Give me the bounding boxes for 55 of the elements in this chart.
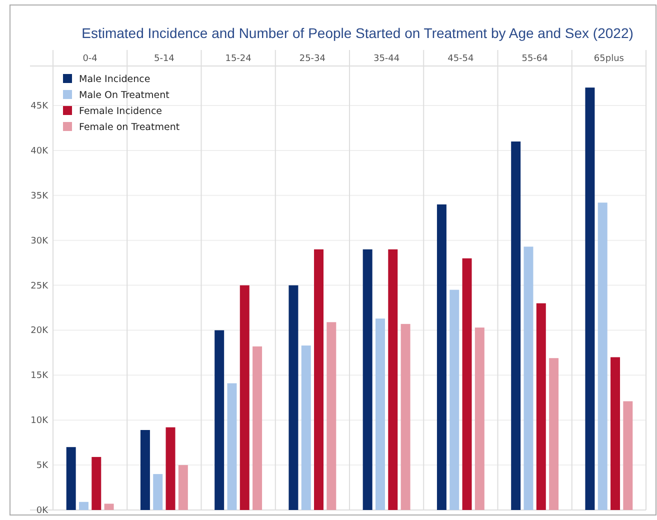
bar [511, 142, 521, 510]
bar [66, 447, 76, 510]
y-tick-label: 35K [30, 191, 50, 202]
x-tick-label: 65plus [594, 54, 624, 64]
y-tick-label: 30K [30, 236, 50, 246]
bar [314, 249, 324, 510]
y-tick-label: 25K [30, 281, 50, 292]
x-tick-label: 25-34 [299, 54, 326, 64]
bar [375, 318, 385, 510]
bar [227, 383, 237, 510]
bar [610, 357, 620, 510]
bar [524, 246, 534, 510]
bar [585, 88, 595, 510]
y-tick-label: 10K [30, 416, 50, 426]
bar [436, 204, 446, 510]
bar [623, 401, 633, 510]
y-tick-label: 40K [30, 146, 50, 156]
bar [474, 328, 484, 510]
bar [178, 465, 188, 510]
bar [450, 290, 460, 510]
bar [240, 285, 250, 510]
x-tick-label: 35-44 [373, 54, 400, 64]
y-tick-label: 5K [36, 461, 50, 472]
bar [288, 285, 298, 510]
bar [549, 358, 559, 510]
bar [598, 202, 608, 510]
chart-title: Estimated Incidence and Number of People Started on Treatment by Age and Sex (2022) [82, 25, 634, 41]
bar [388, 249, 398, 510]
bar [536, 303, 546, 510]
y-tick-label: 20K [30, 326, 50, 336]
bar [78, 502, 88, 510]
bar [252, 346, 262, 510]
x-tick-label: 55-64 [522, 54, 548, 64]
bar [153, 474, 163, 510]
x-tick-label: 0-4 [82, 54, 98, 64]
bar [214, 330, 224, 510]
legend-label: Male On Treatment [79, 90, 170, 101]
bar [301, 346, 311, 510]
bar [104, 504, 114, 510]
bar [462, 258, 472, 510]
bar [326, 322, 336, 510]
y-tick-label: 45K [30, 102, 50, 112]
y-tick-label: 0K [36, 506, 50, 516]
bar [362, 249, 372, 510]
bar [400, 324, 410, 510]
bar [166, 427, 176, 510]
legend-label: Female on Treatment [79, 122, 180, 133]
legend-label: Female Incidence [79, 106, 162, 117]
bar [140, 430, 150, 510]
y-tick-label: 15K [30, 371, 50, 382]
x-tick-label: 45-54 [448, 54, 474, 64]
bar [92, 456, 102, 510]
x-tick-label: 5-14 [154, 54, 175, 64]
legend-label: Male Incidence [79, 74, 150, 85]
x-tick-label: 15-24 [225, 54, 252, 64]
